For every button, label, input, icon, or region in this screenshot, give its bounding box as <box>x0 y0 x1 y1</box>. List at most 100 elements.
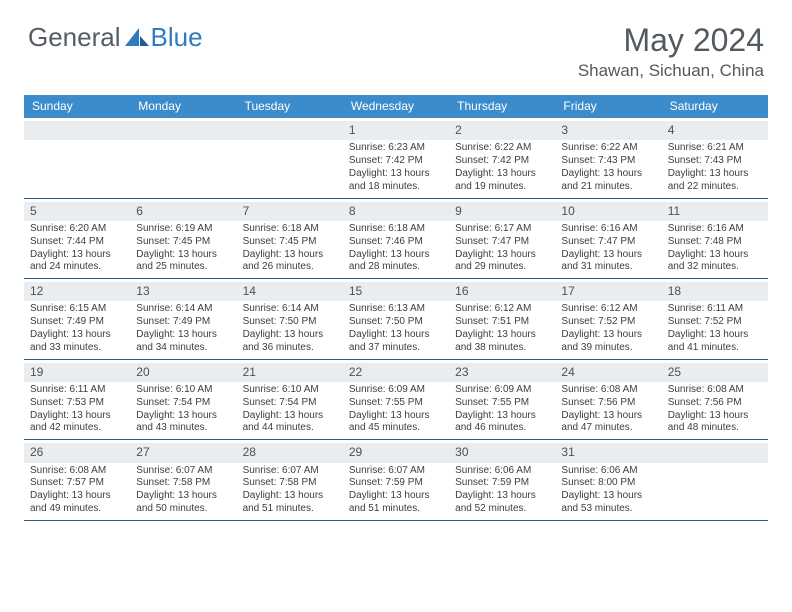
sunrise-line: Sunrise: 6:08 AM <box>668 384 762 397</box>
daylight-line-1: Daylight: 13 hours <box>455 249 549 262</box>
day-number: 3 <box>555 121 661 140</box>
day-cell: 23Sunrise: 6:09 AMSunset: 7:55 PMDayligh… <box>449 360 555 441</box>
day-cell: 17Sunrise: 6:12 AMSunset: 7:52 PMDayligh… <box>555 279 661 360</box>
day-cell: 5Sunrise: 6:20 AMSunset: 7:44 PMDaylight… <box>24 199 130 280</box>
sunrise-line: Sunrise: 6:14 AM <box>136 303 230 316</box>
daylight-line-2: and 19 minutes. <box>455 181 549 194</box>
daylight-line-1: Daylight: 13 hours <box>349 490 443 503</box>
sunrise-line: Sunrise: 6:17 AM <box>455 223 549 236</box>
page-header: General Blue May 2024 Shawan, Sichuan, C… <box>0 0 792 89</box>
weekday-label: Sunday <box>24 95 130 118</box>
daylight-line-2: and 47 minutes. <box>561 422 655 435</box>
sunrise-line: Sunrise: 6:18 AM <box>349 223 443 236</box>
daylight-line-1: Daylight: 13 hours <box>30 249 124 262</box>
day-number: 16 <box>449 282 555 301</box>
daylight-line-2: and 49 minutes. <box>30 503 124 516</box>
sunset-line: Sunset: 7:52 PM <box>668 316 762 329</box>
daylight-line-1: Daylight: 13 hours <box>349 249 443 262</box>
day-cell: 24Sunrise: 6:08 AMSunset: 7:56 PMDayligh… <box>555 360 661 441</box>
day-number: 7 <box>237 202 343 221</box>
sunrise-line: Sunrise: 6:12 AM <box>561 303 655 316</box>
sunset-line: Sunset: 7:54 PM <box>136 397 230 410</box>
day-number: 22 <box>343 363 449 382</box>
sunset-line: Sunset: 7:43 PM <box>561 155 655 168</box>
day-number: 13 <box>130 282 236 301</box>
sunrise-line: Sunrise: 6:06 AM <box>455 465 549 478</box>
daylight-line-2: and 41 minutes. <box>668 342 762 355</box>
sunset-line: Sunset: 7:55 PM <box>349 397 443 410</box>
day-number: 1 <box>343 121 449 140</box>
weekday-header: Sunday Monday Tuesday Wednesday Thursday… <box>24 95 768 118</box>
sunrise-line: Sunrise: 6:19 AM <box>136 223 230 236</box>
daylight-line-2: and 38 minutes. <box>455 342 549 355</box>
day-cell <box>237 118 343 199</box>
sunset-line: Sunset: 7:48 PM <box>668 236 762 249</box>
day-cell <box>662 440 768 521</box>
day-cell: 25Sunrise: 6:08 AMSunset: 7:56 PMDayligh… <box>662 360 768 441</box>
daylight-line-1: Daylight: 13 hours <box>668 249 762 262</box>
daylight-line-1: Daylight: 13 hours <box>455 490 549 503</box>
daylight-line-1: Daylight: 13 hours <box>136 490 230 503</box>
daylight-line-1: Daylight: 13 hours <box>561 410 655 423</box>
day-cell: 12Sunrise: 6:15 AMSunset: 7:49 PMDayligh… <box>24 279 130 360</box>
weekday-label: Friday <box>555 95 661 118</box>
sunset-line: Sunset: 7:59 PM <box>455 477 549 490</box>
daylight-line-1: Daylight: 13 hours <box>136 329 230 342</box>
daylight-line-1: Daylight: 13 hours <box>561 490 655 503</box>
brand-part2: Blue <box>151 22 203 53</box>
daylight-line-2: and 33 minutes. <box>30 342 124 355</box>
day-number: 25 <box>662 363 768 382</box>
sunset-line: Sunset: 7:46 PM <box>349 236 443 249</box>
sunrise-line: Sunrise: 6:18 AM <box>243 223 337 236</box>
day-cell: 26Sunrise: 6:08 AMSunset: 7:57 PMDayligh… <box>24 440 130 521</box>
daylight-line-2: and 50 minutes. <box>136 503 230 516</box>
day-cell: 16Sunrise: 6:12 AMSunset: 7:51 PMDayligh… <box>449 279 555 360</box>
daylight-line-2: and 25 minutes. <box>136 261 230 274</box>
day-number: 8 <box>343 202 449 221</box>
week-row: 5Sunrise: 6:20 AMSunset: 7:44 PMDaylight… <box>24 199 768 280</box>
sunset-line: Sunset: 7:57 PM <box>30 477 124 490</box>
sunset-line: Sunset: 8:00 PM <box>561 477 655 490</box>
day-cell: 18Sunrise: 6:11 AMSunset: 7:52 PMDayligh… <box>662 279 768 360</box>
title-block: May 2024 Shawan, Sichuan, China <box>578 22 764 81</box>
daylight-line-2: and 31 minutes. <box>561 261 655 274</box>
daylight-line-2: and 45 minutes. <box>349 422 443 435</box>
day-number: 23 <box>449 363 555 382</box>
daylight-line-2: and 44 minutes. <box>243 422 337 435</box>
daylight-line-2: and 29 minutes. <box>455 261 549 274</box>
sunrise-line: Sunrise: 6:16 AM <box>561 223 655 236</box>
day-cell: 10Sunrise: 6:16 AMSunset: 7:47 PMDayligh… <box>555 199 661 280</box>
day-cell: 28Sunrise: 6:07 AMSunset: 7:58 PMDayligh… <box>237 440 343 521</box>
sunset-line: Sunset: 7:59 PM <box>349 477 443 490</box>
day-number: 28 <box>237 443 343 462</box>
sunset-line: Sunset: 7:58 PM <box>243 477 337 490</box>
day-number: 27 <box>130 443 236 462</box>
day-cell: 15Sunrise: 6:13 AMSunset: 7:50 PMDayligh… <box>343 279 449 360</box>
daylight-line-2: and 26 minutes. <box>243 261 337 274</box>
day-number: 6 <box>130 202 236 221</box>
sunset-line: Sunset: 7:49 PM <box>30 316 124 329</box>
day-cell: 29Sunrise: 6:07 AMSunset: 7:59 PMDayligh… <box>343 440 449 521</box>
daylight-line-2: and 39 minutes. <box>561 342 655 355</box>
sunrise-line: Sunrise: 6:20 AM <box>30 223 124 236</box>
daylight-line-2: and 28 minutes. <box>349 261 443 274</box>
sunset-line: Sunset: 7:58 PM <box>136 477 230 490</box>
sunrise-line: Sunrise: 6:22 AM <box>455 142 549 155</box>
daylight-line-1: Daylight: 13 hours <box>561 168 655 181</box>
sunset-line: Sunset: 7:42 PM <box>349 155 443 168</box>
sunrise-line: Sunrise: 6:10 AM <box>243 384 337 397</box>
daylight-line-1: Daylight: 13 hours <box>243 490 337 503</box>
day-cell: 4Sunrise: 6:21 AMSunset: 7:43 PMDaylight… <box>662 118 768 199</box>
daylight-line-2: and 37 minutes. <box>349 342 443 355</box>
day-number: 19 <box>24 363 130 382</box>
weekday-label: Wednesday <box>343 95 449 118</box>
daylight-line-1: Daylight: 13 hours <box>561 249 655 262</box>
daylight-line-1: Daylight: 13 hours <box>136 249 230 262</box>
day-number: 21 <box>237 363 343 382</box>
day-number: 2 <box>449 121 555 140</box>
daylight-line-1: Daylight: 13 hours <box>349 168 443 181</box>
daylight-line-2: and 21 minutes. <box>561 181 655 194</box>
week-row: 19Sunrise: 6:11 AMSunset: 7:53 PMDayligh… <box>24 360 768 441</box>
week-row: 12Sunrise: 6:15 AMSunset: 7:49 PMDayligh… <box>24 279 768 360</box>
day-cell: 7Sunrise: 6:18 AMSunset: 7:45 PMDaylight… <box>237 199 343 280</box>
